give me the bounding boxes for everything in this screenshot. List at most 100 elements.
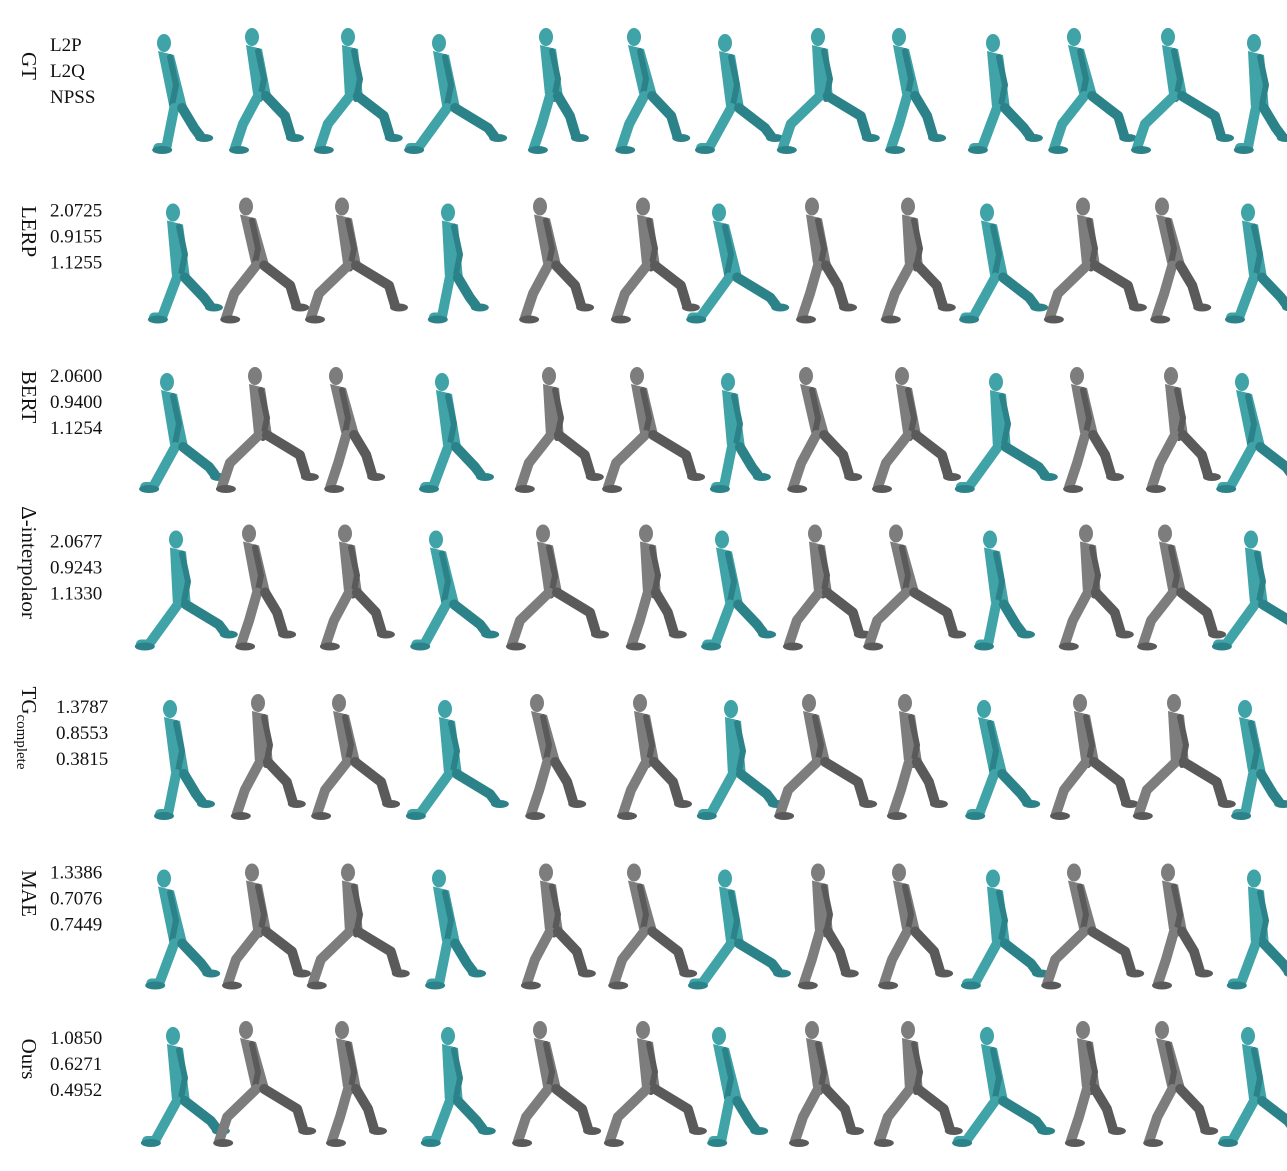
foot [1146, 485, 1166, 493]
leg-front [1261, 774, 1279, 802]
foot [1231, 812, 1251, 820]
pose-figure [777, 28, 880, 154]
head [248, 367, 262, 385]
head [980, 1027, 994, 1045]
leg-back [1152, 435, 1175, 487]
pose-figure [220, 198, 309, 324]
pose-figure [235, 525, 296, 651]
leg-back [789, 593, 819, 645]
metric-value: 0.3815 [56, 749, 108, 770]
leg-back [237, 762, 260, 814]
foot [471, 304, 489, 312]
leg-front [354, 435, 372, 475]
foot [320, 643, 340, 651]
foot [1129, 304, 1147, 312]
foot [1195, 970, 1213, 978]
foot [205, 304, 223, 312]
method-name: Δ-interpolaor [17, 506, 41, 619]
leg-back [434, 278, 450, 318]
head [332, 694, 346, 712]
foot [1133, 812, 1153, 820]
leg-front [266, 96, 291, 136]
leg-front [740, 447, 758, 475]
leg-front [826, 266, 844, 306]
pose-figure [148, 204, 223, 324]
pose-figure [961, 870, 1050, 990]
head [245, 864, 259, 882]
pose-figure [305, 198, 408, 324]
head [977, 700, 991, 718]
head [1161, 864, 1175, 882]
foot [578, 970, 596, 978]
leg-back [967, 944, 997, 984]
foot [687, 473, 705, 481]
foot [965, 812, 985, 820]
pose-figure [968, 34, 1043, 154]
pose-figure [617, 694, 692, 820]
metric-value: 0.6271 [50, 1054, 102, 1075]
pose-figure [410, 531, 499, 651]
leg-back [330, 435, 346, 487]
leg-back [512, 593, 549, 645]
foot [615, 146, 635, 154]
leg-back [1218, 605, 1255, 645]
foot [1225, 316, 1245, 324]
head [802, 694, 816, 712]
foot [202, 970, 220, 978]
pose-figure [1227, 870, 1287, 990]
pose-figure [604, 1021, 707, 1147]
pose-figure [1041, 864, 1144, 990]
head [1076, 198, 1090, 216]
leg-front [1095, 266, 1134, 306]
head [1079, 525, 1093, 543]
leg-front [456, 447, 481, 475]
foot [955, 485, 975, 493]
foot [568, 800, 586, 808]
foot [1152, 982, 1172, 990]
foot [154, 812, 174, 820]
foot [952, 1139, 972, 1147]
foot [197, 800, 215, 808]
leg-front [827, 593, 859, 633]
foot [506, 643, 526, 651]
leg-back [716, 447, 732, 487]
foot [235, 643, 255, 651]
foot [753, 473, 771, 481]
head [1167, 694, 1181, 712]
leg-back [235, 96, 258, 148]
foot [222, 982, 242, 990]
foot [1017, 631, 1035, 639]
foot [576, 304, 594, 312]
foot [626, 643, 646, 651]
leg-back [1047, 932, 1084, 984]
pose-figure [872, 367, 961, 493]
pose-figure [1225, 204, 1287, 324]
method-label: GT [17, 52, 41, 80]
leg-back [151, 944, 174, 984]
pose-figure [307, 864, 410, 990]
leg-front [1182, 932, 1200, 972]
leg-back [961, 447, 998, 487]
head [799, 367, 813, 385]
pose-figure [425, 870, 486, 990]
metric-value: 2.0725 [50, 201, 102, 222]
leg-back [313, 932, 350, 984]
foot [787, 485, 807, 493]
method-subscript: complete [13, 715, 29, 770]
foot [410, 643, 430, 651]
pose-figure [789, 1021, 864, 1147]
foot [688, 982, 708, 990]
leg-front [458, 278, 476, 306]
foot [935, 970, 953, 978]
foot [881, 316, 901, 324]
foot [773, 970, 791, 978]
head [892, 864, 906, 882]
foot [515, 485, 535, 493]
foot [874, 1139, 894, 1147]
head [1164, 367, 1178, 385]
method-label: BERT [17, 371, 41, 424]
head [1067, 864, 1081, 882]
pose-figure [1044, 198, 1147, 324]
head [901, 198, 915, 216]
leg-back [1050, 266, 1087, 318]
